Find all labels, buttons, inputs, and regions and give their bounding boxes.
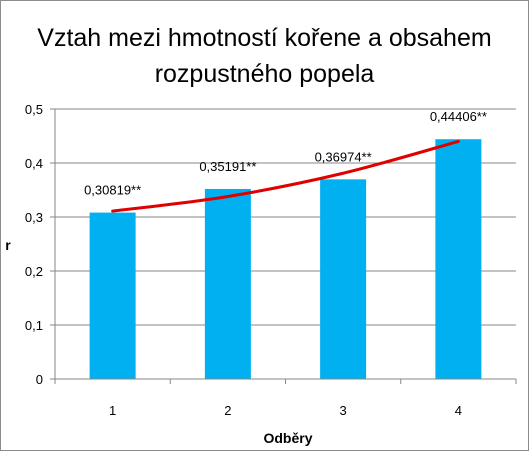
axes	[50, 108, 517, 384]
x-tick-label: 4	[455, 403, 462, 418]
bar	[320, 179, 367, 379]
x-tick-label: 3	[340, 403, 347, 418]
data-label: 0,36974**	[315, 149, 372, 164]
y-tick-label: 0,4	[25, 156, 43, 171]
chart-title: Vztah mezi hmotností kořene a obsahem ro…	[0, 20, 529, 92]
chart-title-line-1: Vztah mezi hmotností kořene a obsahem	[37, 24, 492, 52]
data-label: 0,30819**	[84, 183, 141, 198]
bars	[89, 139, 482, 379]
bar	[435, 139, 482, 379]
y-tick-label: 0,3	[25, 210, 43, 225]
x-tick-label: 1	[109, 403, 116, 418]
y-tick-label: 0,1	[25, 318, 43, 333]
trendline	[111, 139, 460, 213]
x-axis-title: Odběry	[263, 430, 312, 446]
x-tick-label: 2	[224, 403, 231, 418]
labels: 0 0,1 0,2 0,3 0,4 0,5 1 0,30819** 2 0,35191** 3 0,3…	[25, 102, 487, 418]
data-label: 0,44406**	[430, 109, 487, 124]
bar	[204, 188, 251, 379]
y-tick-label: 0,5	[25, 102, 43, 117]
trendline-group	[111, 139, 460, 213]
y-tick-label: 0	[36, 372, 43, 387]
y-axis-title: r	[5, 237, 11, 253]
bar	[89, 212, 136, 379]
y-tick-label: 0,2	[25, 264, 43, 279]
chart-title-line-2: rozpustného popela	[154, 60, 375, 88]
data-label: 0,35191**	[199, 159, 256, 174]
